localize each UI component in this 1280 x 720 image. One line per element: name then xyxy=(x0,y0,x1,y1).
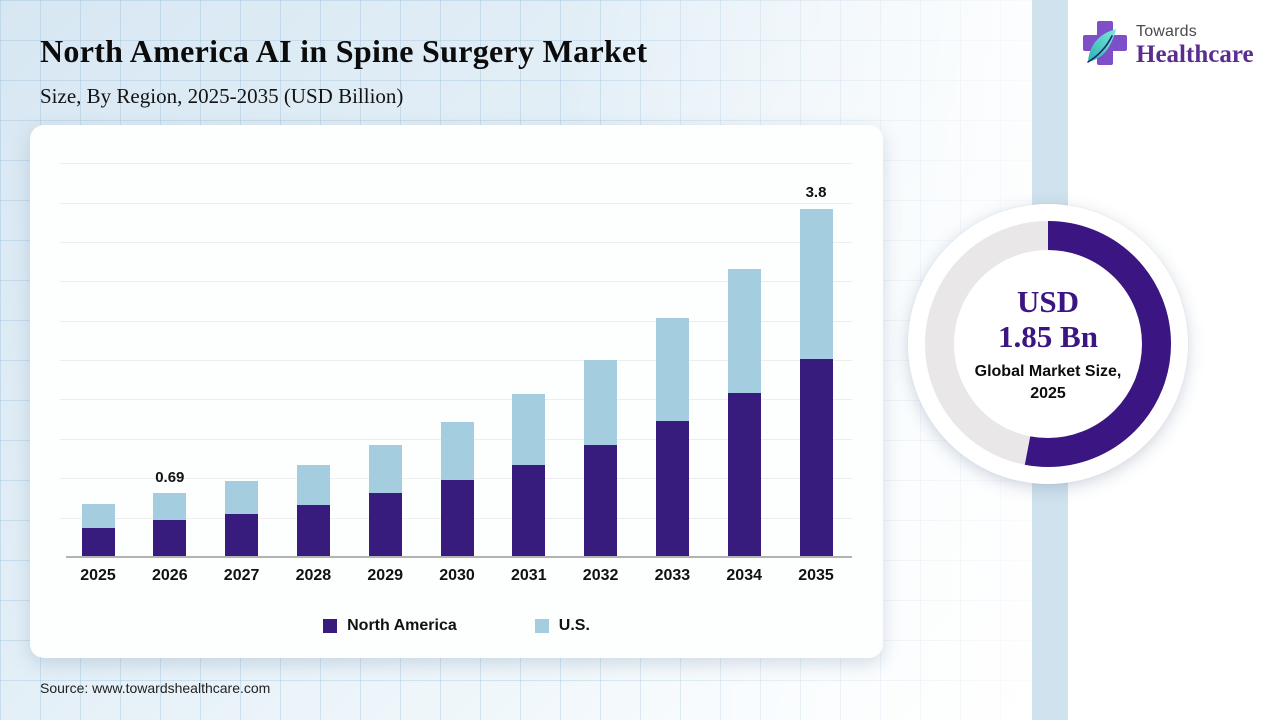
donut-value-line1: USD xyxy=(1016,283,1079,319)
bar-2026-us-segment xyxy=(153,493,187,520)
bar-2033-north-america-segment xyxy=(655,421,689,557)
bar-2025-us-segment xyxy=(81,504,115,528)
bar-2034-us-segment xyxy=(727,269,761,393)
gridline xyxy=(60,360,852,362)
x-axis-label-2027: 2027 xyxy=(223,567,260,584)
brand-logo-text: Towards Healthcare xyxy=(1136,23,1254,68)
page-subtitle: Size, By Region, 2025-2035 (USD Billion) xyxy=(40,84,404,108)
bar-2029-us-segment xyxy=(368,445,402,493)
donut-caption-line1: Global Market Size, xyxy=(974,363,1122,381)
bar-2032-us-segment xyxy=(584,360,618,445)
x-axis-line xyxy=(66,556,852,558)
x-axis-label-2029: 2029 xyxy=(367,567,403,584)
bar-2031-north-america-segment xyxy=(512,465,546,557)
gridline xyxy=(60,202,852,204)
gridline xyxy=(60,163,852,165)
donut-ring xyxy=(925,221,1171,467)
bar-2030-north-america-segment xyxy=(440,480,474,557)
healthcare-cross-leaf-icon xyxy=(1078,16,1132,75)
brand-name-bottom: Healthcare xyxy=(1136,41,1254,68)
chart-card: 2025 2026 2027 2028 2029 2030 2031 2032 2033 2034… xyxy=(30,125,883,658)
page-title: North America AI in Spine Surgery Market xyxy=(40,33,648,69)
bar-2033-us-segment xyxy=(655,318,689,421)
bar-2031-us-segment xyxy=(512,394,546,465)
donut-caption-line2: 2025 xyxy=(1030,384,1066,402)
legend-item-us: U.S. xyxy=(534,617,590,635)
bar-2034-north-america-segment xyxy=(727,393,761,557)
source-attribution: Source: www.towardshealthcare.com xyxy=(40,680,271,696)
x-axis-label-2034: 2034 xyxy=(726,567,762,584)
x-axis-label-2030: 2030 xyxy=(439,567,475,584)
stacked-bar-chart: 2025 2026 2027 2028 2029 2030 2031 2032 2033 2034… xyxy=(30,125,883,658)
brand-logo: Towards Healthcare xyxy=(1078,16,1254,75)
bar-2028-us-segment xyxy=(296,465,330,505)
legend-item-north-america: North America xyxy=(323,617,457,635)
brand-name-top: Towards xyxy=(1136,23,1197,40)
donut-caption: Global Market Size, 2025 xyxy=(953,361,1143,404)
gridline xyxy=(60,281,852,283)
donut-center-text: USD 1.85 Bn Global Market Size, 2025 xyxy=(953,284,1143,404)
global-market-size-donut: USD 1.85 Bn Global Market Size, 2025 xyxy=(908,204,1188,484)
bar-2025-north-america-segment xyxy=(81,528,115,557)
bar-2035-north-america-segment xyxy=(799,359,833,557)
x-axis-label-2025: 2025 xyxy=(80,567,116,584)
bar-2035-us-segment xyxy=(799,209,833,359)
x-axis-label-2026: 2026 xyxy=(152,567,188,584)
bar-2027-us-segment xyxy=(225,481,259,514)
donut-value-line2: 1.85 Bn xyxy=(998,319,1098,355)
x-axis-label-2033: 2033 xyxy=(654,567,691,584)
gridline xyxy=(60,241,852,243)
x-axis-label-2032: 2032 xyxy=(582,567,619,584)
bar-2029-north-america-segment xyxy=(368,493,402,557)
x-axis-label-2035: 2035 xyxy=(798,567,834,584)
legend-swatch-us xyxy=(534,619,549,633)
chart-legend: North America U.S. xyxy=(30,617,883,635)
legend-label-north-america: North America xyxy=(347,617,457,634)
gridline xyxy=(60,399,852,401)
x-axis-label-2031: 2031 xyxy=(511,567,547,584)
legend-label-us: U.S. xyxy=(558,617,590,634)
bar-2030-us-segment xyxy=(440,422,474,480)
bar-2027-north-america-segment xyxy=(225,514,259,557)
x-axis-label-2028: 2028 xyxy=(295,567,332,584)
gridline xyxy=(60,320,852,322)
bar-2028-north-america-segment xyxy=(296,505,330,557)
total-value-label-2035: 3.8 xyxy=(805,183,827,201)
bar-2026-north-america-segment xyxy=(153,520,187,557)
legend-swatch-north-america xyxy=(323,619,338,633)
bar-2032-north-america-segment xyxy=(584,445,618,557)
total-value-label-2026: 0.69 xyxy=(155,468,185,486)
